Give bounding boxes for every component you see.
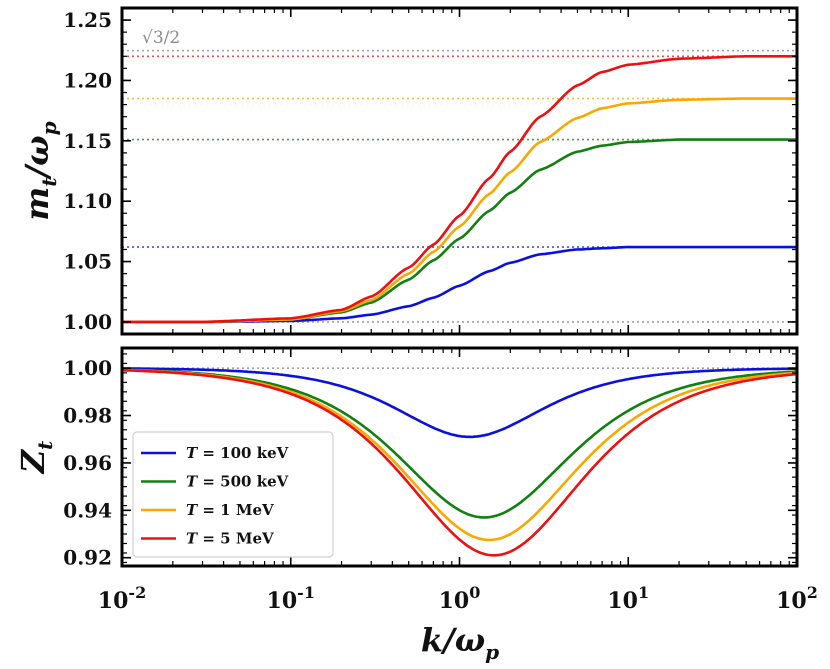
legend-box — [132, 431, 334, 558]
legend-label: T = 5 MeV — [186, 530, 274, 548]
y-tick-label: 1.15 — [63, 129, 112, 153]
x-tick-labels: 10-2 10-1 100 101 102 — [98, 583, 818, 614]
top-frame — [120, 6, 799, 336]
bottom-ticks: 0.92 0.94 0.96 0.98 1.00 — [63, 348, 798, 570]
sqrt-annotation: √3/2 — [142, 28, 180, 48]
bottom-series-line — [121, 368, 798, 557]
sqrt-annotation-text: √3/2 — [142, 28, 180, 48]
top-ticks: 1.00 1.05 1.10 1.15 1.20 1.25 — [63, 8, 798, 334]
bottom-ylabel: Zt — [14, 440, 57, 475]
bottom-series-line — [122, 367, 797, 439]
y-tick-label: 0.94 — [63, 498, 112, 522]
y-tick-label: 1.00 — [63, 356, 112, 380]
x-tick-label: 101 — [607, 583, 649, 614]
y-tick-label: 1.20 — [63, 68, 112, 92]
x-tick-label: 100 — [439, 583, 481, 614]
legend: T = 100 keV T = 500 keV T = 1 MeV T = 5 MeV — [132, 431, 334, 558]
xlabel: k/ωp — [421, 621, 499, 664]
top-series-lines — [122, 55, 797, 324]
top-ylabel: mt/ωp — [18, 121, 61, 220]
legend-label: T = 1 MeV — [186, 501, 274, 519]
y-tick-label: 0.96 — [63, 451, 112, 475]
y-tick-label: 1.10 — [63, 189, 112, 213]
x-tick-label: 102 — [776, 583, 818, 614]
y-tick-label: 0.92 — [63, 546, 112, 570]
y-tick-label: 1.25 — [63, 8, 112, 32]
bottom-panel: 0.92 0.94 0.96 0.98 1.00 Zt T = 100 keV T = 5… — [14, 346, 799, 570]
top-series-line — [122, 55, 797, 324]
legend-label: T = 100 keV — [186, 444, 289, 462]
legend-label: T = 500 keV — [186, 473, 289, 491]
x-tick-label: 10-2 — [98, 583, 146, 614]
bottom-series-lines — [121, 367, 798, 557]
x-tick-label: 10-1 — [267, 583, 315, 614]
y-tick-label: 1.05 — [63, 250, 112, 274]
bottom-frame — [120, 346, 799, 568]
top-panel: 1.00 1.05 1.10 1.15 1.20 1.25 √3/2 mt/ωp — [18, 6, 799, 336]
y-tick-label: 0.98 — [63, 404, 112, 428]
y-tick-label: 1.00 — [63, 310, 112, 334]
